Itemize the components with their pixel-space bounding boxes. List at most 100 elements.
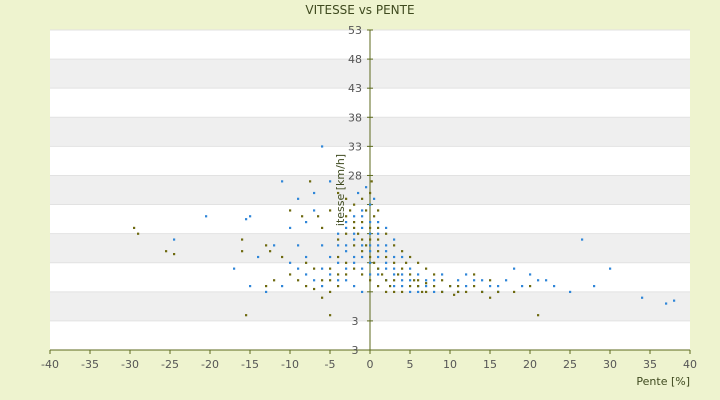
data-point [249,285,252,288]
data-point [385,232,388,235]
data-point [401,267,404,270]
x-tick-label: 25 [563,358,577,371]
data-point [309,180,312,183]
data-point [385,244,388,247]
data-point [357,232,360,235]
data-point [337,255,340,259]
data-point [345,226,348,230]
data-point [245,314,248,317]
data-point [457,279,460,282]
data-point [405,261,408,264]
data-point [537,279,540,282]
data-point [329,255,332,259]
x-axis-ticks: -40 -35 -30 -25 -20 -15 -10 -5 0 5 10 15 20 25 30 35 40 [41,350,697,371]
data-point [369,226,372,230]
data-point [433,285,436,288]
data-point [345,244,348,247]
data-point [313,209,316,212]
data-point [409,273,412,276]
data-point [353,238,356,241]
data-point [489,279,492,282]
data-point [321,296,324,299]
data-point [417,279,420,282]
x-tick-label: 30 [603,358,617,371]
data-point [409,285,412,288]
x-tick-label: 0 [367,358,374,371]
data-point [377,244,380,247]
x-tick-label: -35 [81,358,99,371]
data-point [401,290,404,294]
data-point [353,221,356,224]
data-point [593,285,596,288]
data-point [361,250,364,253]
data-point [401,279,404,282]
data-point [361,215,364,218]
data-point [457,290,460,294]
data-point [337,244,340,247]
data-point [385,290,388,294]
data-point [545,279,548,282]
data-point [353,255,356,259]
data-point [373,197,376,200]
data-point [417,285,420,288]
data-point [489,285,492,288]
data-point [401,273,404,276]
data-point [377,285,380,288]
data-point [665,302,668,305]
data-point [241,250,244,253]
data-point [361,197,364,200]
data-point [297,267,300,270]
data-point [381,273,384,276]
data-point [377,273,380,276]
data-point [377,267,380,270]
data-point [297,244,300,247]
data-point [369,191,372,195]
data-point [369,221,372,224]
data-point [433,279,436,282]
data-point [529,273,532,276]
data-point [393,244,396,247]
x-tick-label: 20 [523,358,537,371]
data-point [393,273,396,276]
data-point [473,285,476,288]
data-point [361,290,364,294]
data-point [305,221,308,224]
data-point [133,226,136,230]
y-axis-ticks: 3 28 33 38 43 48 53 [348,24,373,328]
data-point [313,267,316,270]
y-tick-label: 38 [348,111,362,124]
data-point [421,290,424,294]
data-point [425,279,428,282]
data-point [385,261,388,264]
data-point [353,261,356,264]
data-point [361,244,364,247]
data-point [361,273,364,276]
data-point [313,279,316,282]
data-point [537,314,540,317]
data-point [289,226,292,230]
data-point [413,279,416,282]
data-point [321,226,324,230]
data-point [273,279,276,282]
data-point [321,279,324,282]
data-point [389,285,392,288]
data-points [133,145,676,317]
data-point [345,232,348,235]
data-point [305,273,308,276]
data-point [321,244,324,247]
data-point [369,203,372,206]
data-point [385,250,388,253]
data-point [465,285,468,288]
data-point [453,293,456,296]
data-point [481,290,484,294]
data-point [365,244,368,247]
data-point [513,290,516,294]
data-point [521,285,524,288]
data-point [529,285,532,288]
data-point [377,255,380,259]
y-axis-bottom-tick-label: 3 [352,344,359,357]
data-point [393,255,396,259]
data-point [401,250,404,253]
data-point [281,180,284,183]
